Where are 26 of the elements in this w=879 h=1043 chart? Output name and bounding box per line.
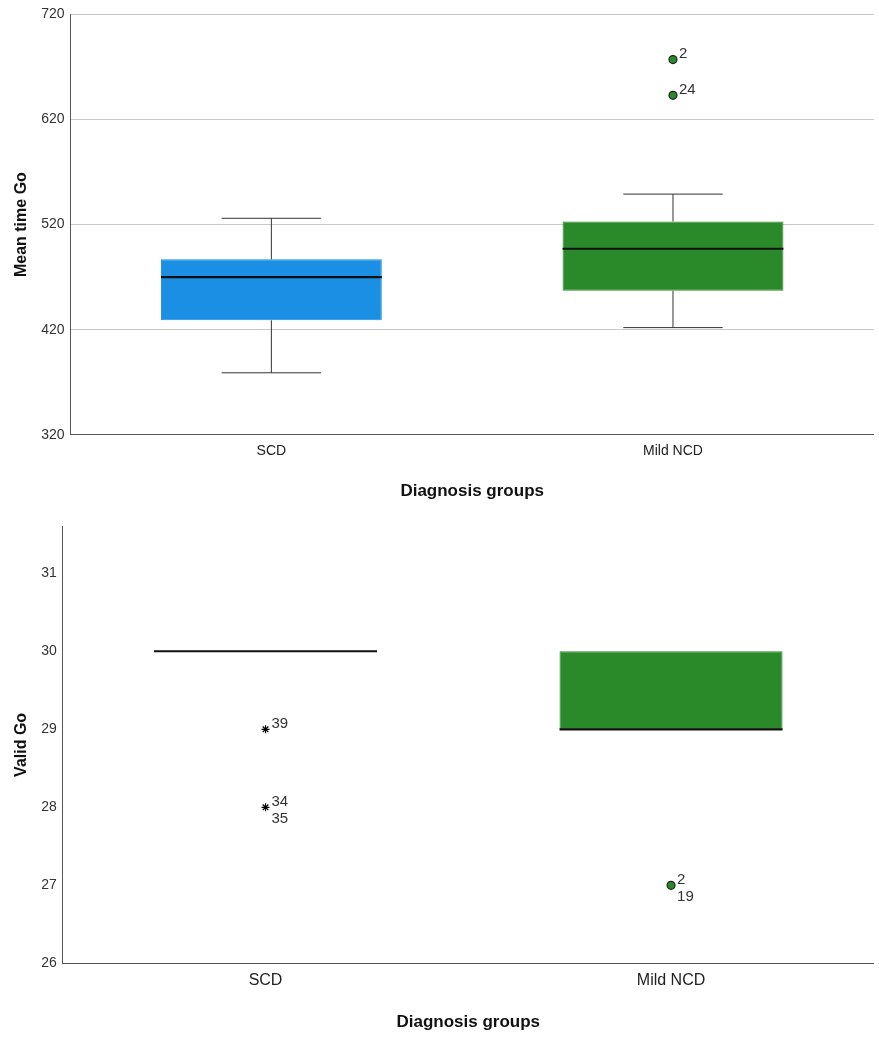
- y-axis-title: Valid Go: [12, 712, 30, 777]
- x-tick-label: SCD: [256, 442, 287, 459]
- y-tick-label: 26: [41, 954, 57, 971]
- annotation: 39: [271, 713, 289, 731]
- annotation: 19: [677, 887, 694, 904]
- y-tick-label: 30: [41, 642, 57, 659]
- y-tick-label: 29: [41, 720, 57, 737]
- y-tick-label: 320: [41, 425, 65, 442]
- annotation: 2: [677, 870, 686, 887]
- annotation: 2: [678, 44, 688, 62]
- annotation: 24: [678, 79, 696, 97]
- x-tick-label: Mild NCD: [636, 971, 706, 989]
- y-tick-label: 27: [41, 876, 57, 893]
- x-axis-title: Diagnosis groups: [400, 481, 544, 501]
- x-tick-label: SCD: [248, 971, 283, 989]
- annotation: 35: [271, 808, 289, 826]
- y-tick-label: 28: [41, 798, 57, 815]
- y-tick-label: 31: [41, 564, 57, 581]
- y-tick-label: 520: [41, 215, 65, 232]
- y-tick-label: 420: [41, 320, 65, 337]
- y-tick-label: 720: [41, 5, 65, 22]
- x-axis-title: Diagnosis groups: [396, 1012, 541, 1032]
- y-tick-label: 620: [41, 110, 65, 127]
- y-axis-title: Mean time Go: [12, 171, 30, 278]
- x-tick-label: Mild NCD: [643, 442, 703, 459]
- annotation: 34: [271, 791, 289, 809]
